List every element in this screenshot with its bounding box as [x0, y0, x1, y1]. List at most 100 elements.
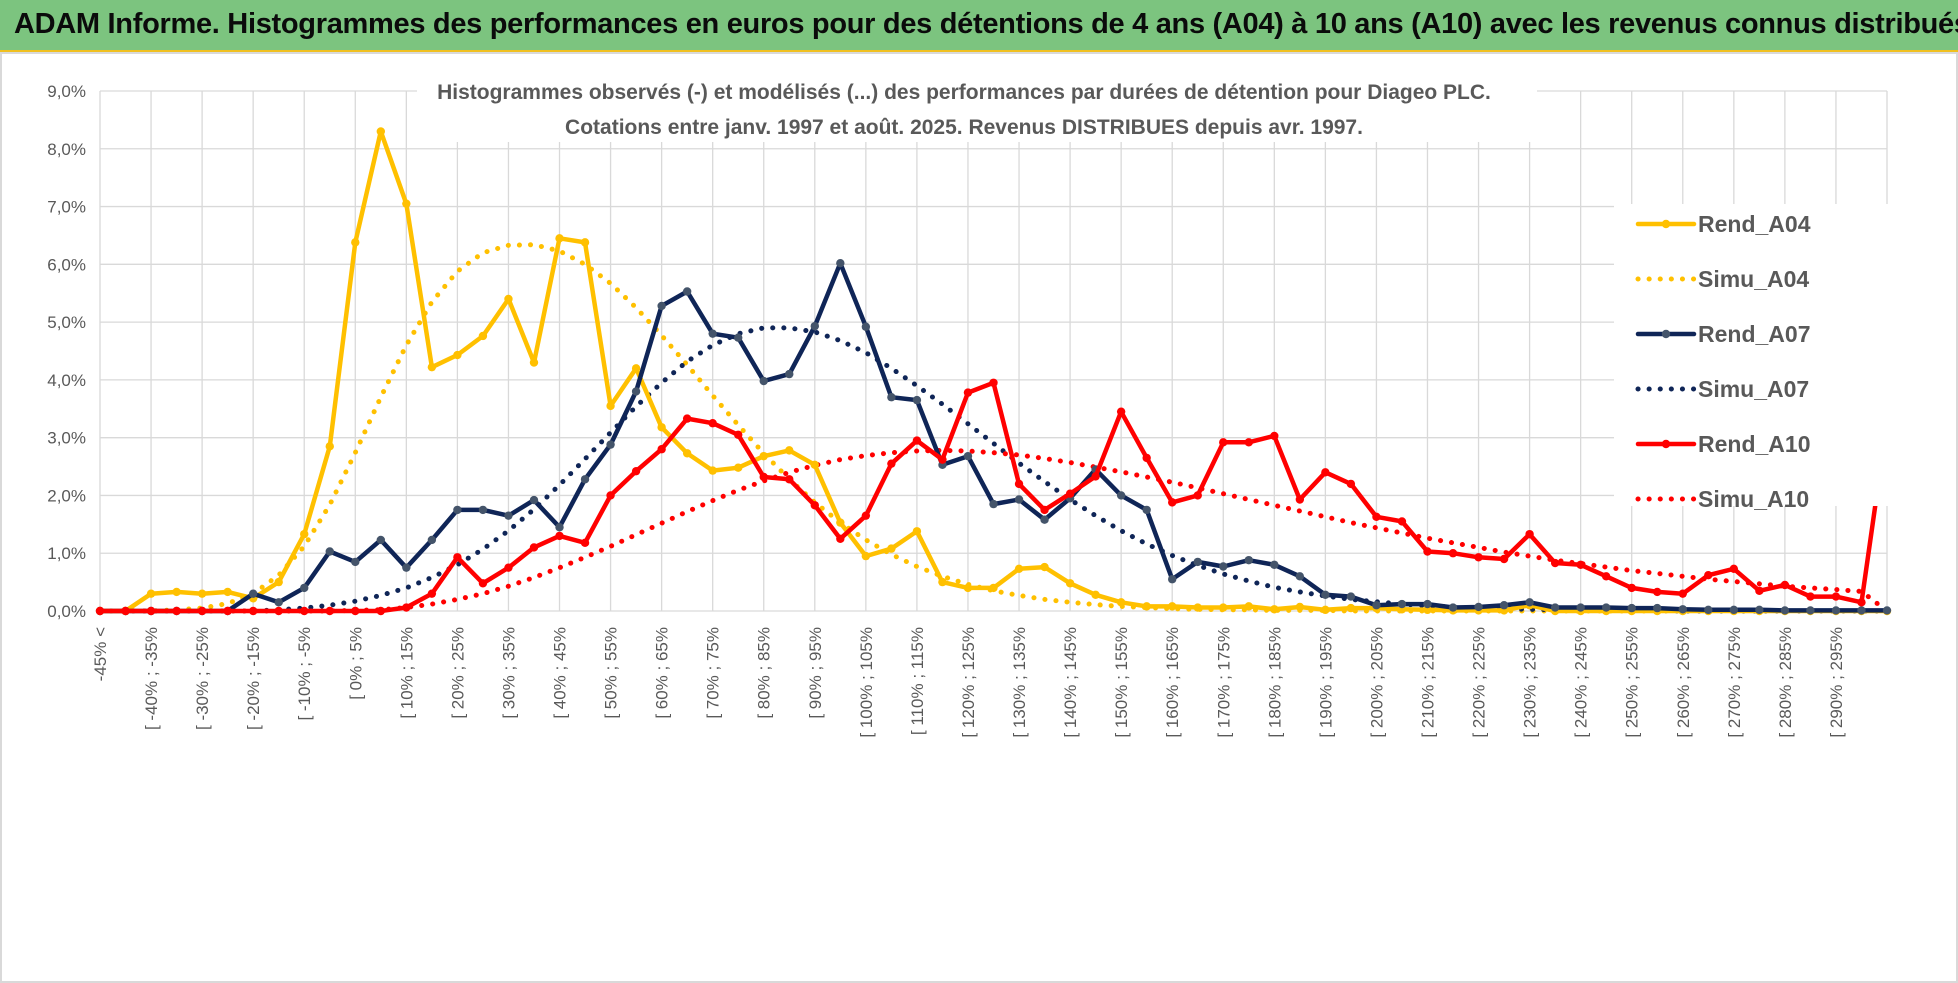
- data-point-rend-a10: [376, 606, 386, 616]
- data-point-rend-a04: [861, 551, 871, 561]
- data-point-rend-a10: [1397, 517, 1407, 526]
- data-point-rend-a10: [1499, 554, 1509, 564]
- data-point-rend-a10: [631, 466, 641, 476]
- legend-label: Rend_A04: [1698, 211, 1811, 237]
- data-point-rend-a04: [402, 199, 411, 208]
- data-point-rend-a10: [453, 553, 462, 562]
- x-tick-label: [ 280% ; 285%: [1776, 627, 1795, 738]
- y-axis-labels: 0,0% 1,0% 2,0% 3,0% 4,0% 5,0% 6,0% 7,0% 8,0% 9,0%: [47, 82, 86, 621]
- data-point-rend-a07: [836, 258, 845, 268]
- data-point-rend-a10: [1244, 438, 1253, 447]
- data-point-rend-a07: [1423, 599, 1432, 609]
- data-point-rend-a07: [759, 376, 768, 386]
- data-point-rend-a10: [248, 606, 258, 616]
- data-point-rend-a10: [1806, 592, 1815, 601]
- data-point-rend-a10: [1550, 558, 1560, 568]
- data-point-rend-a04: [1193, 603, 1202, 612]
- data-point-rend-a10: [657, 445, 666, 454]
- data-point-rend-a07: [785, 369, 794, 379]
- data-point-rend-a04: [197, 589, 207, 598]
- data-point-rend-a07: [1525, 598, 1534, 607]
- data-point-rend-a07: [1219, 562, 1228, 571]
- data-point-rend-a07: [555, 523, 564, 532]
- data-point-rend-a04: [1065, 579, 1075, 588]
- data-point-rend-a10: [1704, 570, 1713, 580]
- data-point-rend-a07: [300, 583, 309, 593]
- data-point-rend-a07: [1499, 601, 1509, 610]
- data-point-rend-a10: [1576, 560, 1585, 569]
- data-point-rend-a04: [223, 587, 232, 597]
- legend-marker: [1661, 329, 1671, 339]
- data-point-rend-a10: [836, 534, 845, 543]
- x-tick-label: [ 30% ; 35%: [499, 627, 518, 719]
- data-point-rend-a10: [1780, 580, 1790, 590]
- chart-title: Histogrammes observés (-) et modélisés (…: [417, 72, 1537, 142]
- data-point-rend-a10: [606, 491, 615, 500]
- data-point-rend-a04: [504, 294, 513, 304]
- data-point-rend-a10: [963, 388, 973, 397]
- data-point-rend-a04: [1116, 598, 1126, 607]
- data-point-rend-a07: [1601, 603, 1611, 612]
- data-point-rend-a07: [1627, 603, 1636, 613]
- data-point-rend-a10: [1474, 553, 1483, 562]
- data-point-rend-a10: [1014, 479, 1024, 489]
- x-tick-label: [ 250% ; 255%: [1623, 627, 1642, 738]
- y-tick-label: 9,0%: [47, 82, 86, 101]
- data-point-rend-a04: [172, 587, 181, 597]
- data-point-rend-a10: [682, 414, 692, 423]
- x-tick-label: [ 200% ; 205%: [1367, 627, 1386, 738]
- data-point-rend-a07: [861, 322, 871, 331]
- data-point-rend-a04: [606, 401, 615, 411]
- data-point-rend-a07: [1040, 515, 1049, 524]
- y-tick-label: 6,0%: [47, 255, 86, 274]
- x-tick-label: [ -30% ; -25%: [193, 627, 212, 730]
- x-tick-label: [ 220% ; 225%: [1470, 627, 1489, 738]
- data-point-rend-a10: [300, 606, 309, 616]
- data-point-rend-a10: [1627, 583, 1636, 593]
- y-tick-label: 3,0%: [47, 429, 86, 448]
- data-point-rend-a10: [1678, 589, 1687, 598]
- data-point-rend-a10: [785, 475, 794, 484]
- x-tick-label: [ 90% ; 95%: [806, 627, 825, 719]
- data-point-rend-a07: [580, 475, 590, 484]
- data-point-rend-a07: [427, 535, 437, 545]
- data-point-rend-a10: [504, 563, 513, 572]
- data-point-rend-a04: [1091, 590, 1100, 600]
- x-axis-labels: -45% < [ -40% ; -35% [ -30% ; -25% [ -20% ;…: [91, 627, 1846, 738]
- data-point-rend-a07: [248, 589, 258, 598]
- data-point-rend-a04: [1142, 602, 1151, 611]
- data-point-rend-a04: [785, 446, 794, 455]
- series-layer: [95, 127, 1892, 616]
- data-point-rend-a04: [1295, 602, 1305, 612]
- data-point-rend-a04: [529, 358, 539, 367]
- data-point-rend-a10: [121, 606, 130, 616]
- data-point-rend-a04: [478, 331, 488, 341]
- data-point-rend-a04: [300, 529, 309, 539]
- x-tick-label: [ 0% ; 5%: [346, 627, 365, 700]
- y-tick-label: 4,0%: [47, 371, 86, 390]
- x-tick-label: [ 100% ; 105%: [857, 627, 876, 738]
- data-point-rend-a07: [1780, 606, 1790, 615]
- data-point-rend-a07: [376, 535, 386, 545]
- data-point-rend-a07: [1397, 599, 1407, 609]
- data-point-rend-a10: [172, 606, 181, 616]
- data-point-rend-a04: [912, 527, 922, 536]
- data-point-rend-a07: [1653, 603, 1662, 613]
- legend-marker: [1661, 219, 1671, 229]
- data-point-rend-a04: [580, 238, 590, 247]
- legend-background: [1614, 204, 1914, 506]
- data-point-rend-a07: [1372, 601, 1381, 610]
- x-tick-label: [ 270% ; 275%: [1725, 627, 1744, 738]
- data-point-rend-a07: [529, 495, 539, 505]
- x-tick-label: [ 290% ; 295%: [1827, 627, 1846, 738]
- legend-label: Rend_A10: [1698, 431, 1810, 457]
- data-point-rend-a10: [1423, 547, 1432, 556]
- data-point-rend-a07: [887, 393, 896, 402]
- x-tick-label: [ 120% ; 125%: [959, 627, 978, 738]
- data-point-rend-a04: [274, 577, 283, 587]
- data-point-rend-a04: [631, 364, 641, 373]
- data-point-rend-a04: [963, 583, 973, 593]
- data-point-rend-a10: [274, 606, 283, 616]
- data-point-rend-a10: [1040, 505, 1049, 515]
- x-tick-label: [ 140% ; 145%: [1061, 627, 1080, 738]
